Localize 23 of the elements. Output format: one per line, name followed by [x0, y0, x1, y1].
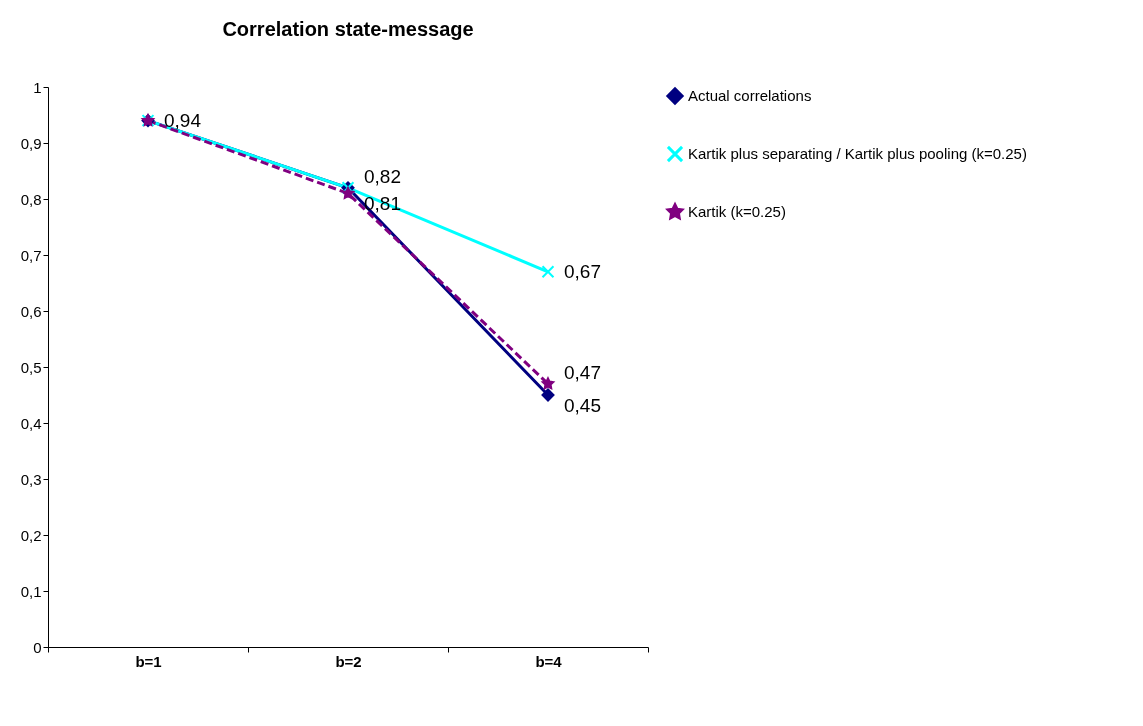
y-tick-label: 0,8 — [20, 190, 42, 208]
data-label: 0,82 — [364, 165, 401, 187]
x-tick-label: b=4 — [535, 652, 563, 670]
y-tick-label: 0,6 — [20, 302, 42, 320]
data-label: 0,94 — [164, 109, 202, 131]
data-label: 0,47 — [564, 361, 601, 383]
legend-label: Actual correlations — [688, 87, 812, 104]
x-tick-label: b=2 — [335, 652, 362, 670]
legend-label: Kartik (k=0.25) — [688, 203, 786, 220]
y-tick-label: 0,1 — [20, 582, 42, 600]
y-tick-label: 0,3 — [20, 470, 42, 488]
data-label: 0,45 — [564, 395, 601, 416]
chart-title: Correlation state-message — [222, 18, 474, 40]
y-tick-label: 1 — [33, 78, 42, 96]
y-tick-label: 0,5 — [20, 358, 42, 376]
y-tick-label: 0,4 — [20, 414, 42, 432]
data-label: 0,67 — [564, 260, 601, 282]
x-tick-label: b=1 — [135, 652, 162, 670]
y-tick-label: 0 — [33, 638, 42, 656]
y-tick-label: 0,9 — [20, 134, 42, 152]
y-tick-label: 0,2 — [20, 526, 42, 544]
legend-label: Kartik plus separating / Kartik plus pooling (k=0.25) — [688, 145, 1027, 162]
y-tick-label: 0,7 — [20, 246, 42, 264]
